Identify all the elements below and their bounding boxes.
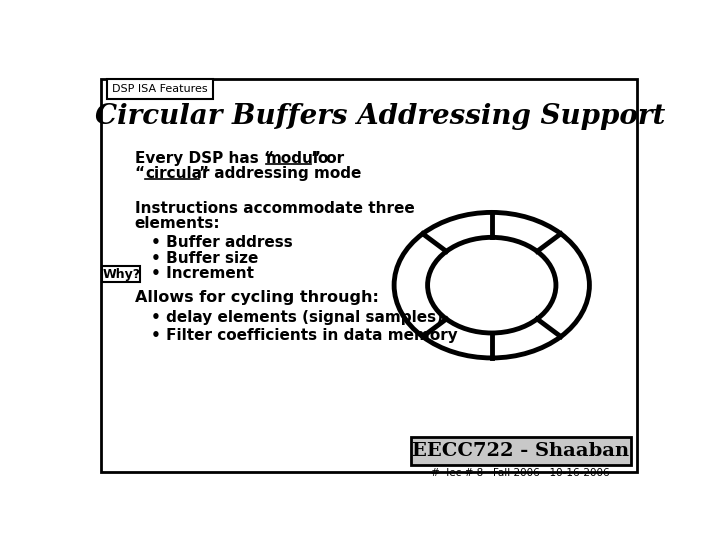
Text: elements:: elements: [135,216,220,231]
Text: • Increment: • Increment [151,266,254,281]
Text: • delay elements (signal samples): • delay elements (signal samples) [151,310,444,325]
Text: ” addressing mode: ” addressing mode [199,166,361,181]
Text: DSP ISA Features: DSP ISA Features [112,84,207,94]
FancyBboxPatch shape [101,79,637,472]
Text: #  lec # 8   Fall 2006   10-16-2006: # lec # 8 Fall 2006 10-16-2006 [431,468,610,478]
Text: Instructions accommodate three: Instructions accommodate three [135,201,415,216]
Text: ” or: ” or [311,151,344,166]
Text: Every DSP has “: Every DSP has “ [135,151,274,166]
Text: • Filter coefficients in data memory: • Filter coefficients in data memory [151,328,458,343]
Text: Circular Buffers Addressing Support: Circular Buffers Addressing Support [95,103,665,130]
Text: • Buffer size: • Buffer size [151,251,258,266]
FancyBboxPatch shape [107,79,213,99]
Text: Allows for cycling through:: Allows for cycling through: [135,290,379,305]
FancyBboxPatch shape [102,266,140,282]
Text: EECC722 - Shaaban: EECC722 - Shaaban [413,442,629,460]
Text: • Buffer address: • Buffer address [151,235,293,250]
Text: Why?: Why? [102,268,140,281]
Text: modulo: modulo [266,151,329,166]
FancyBboxPatch shape [411,436,631,465]
Text: circular: circular [145,166,210,181]
Text: “: “ [135,166,145,181]
